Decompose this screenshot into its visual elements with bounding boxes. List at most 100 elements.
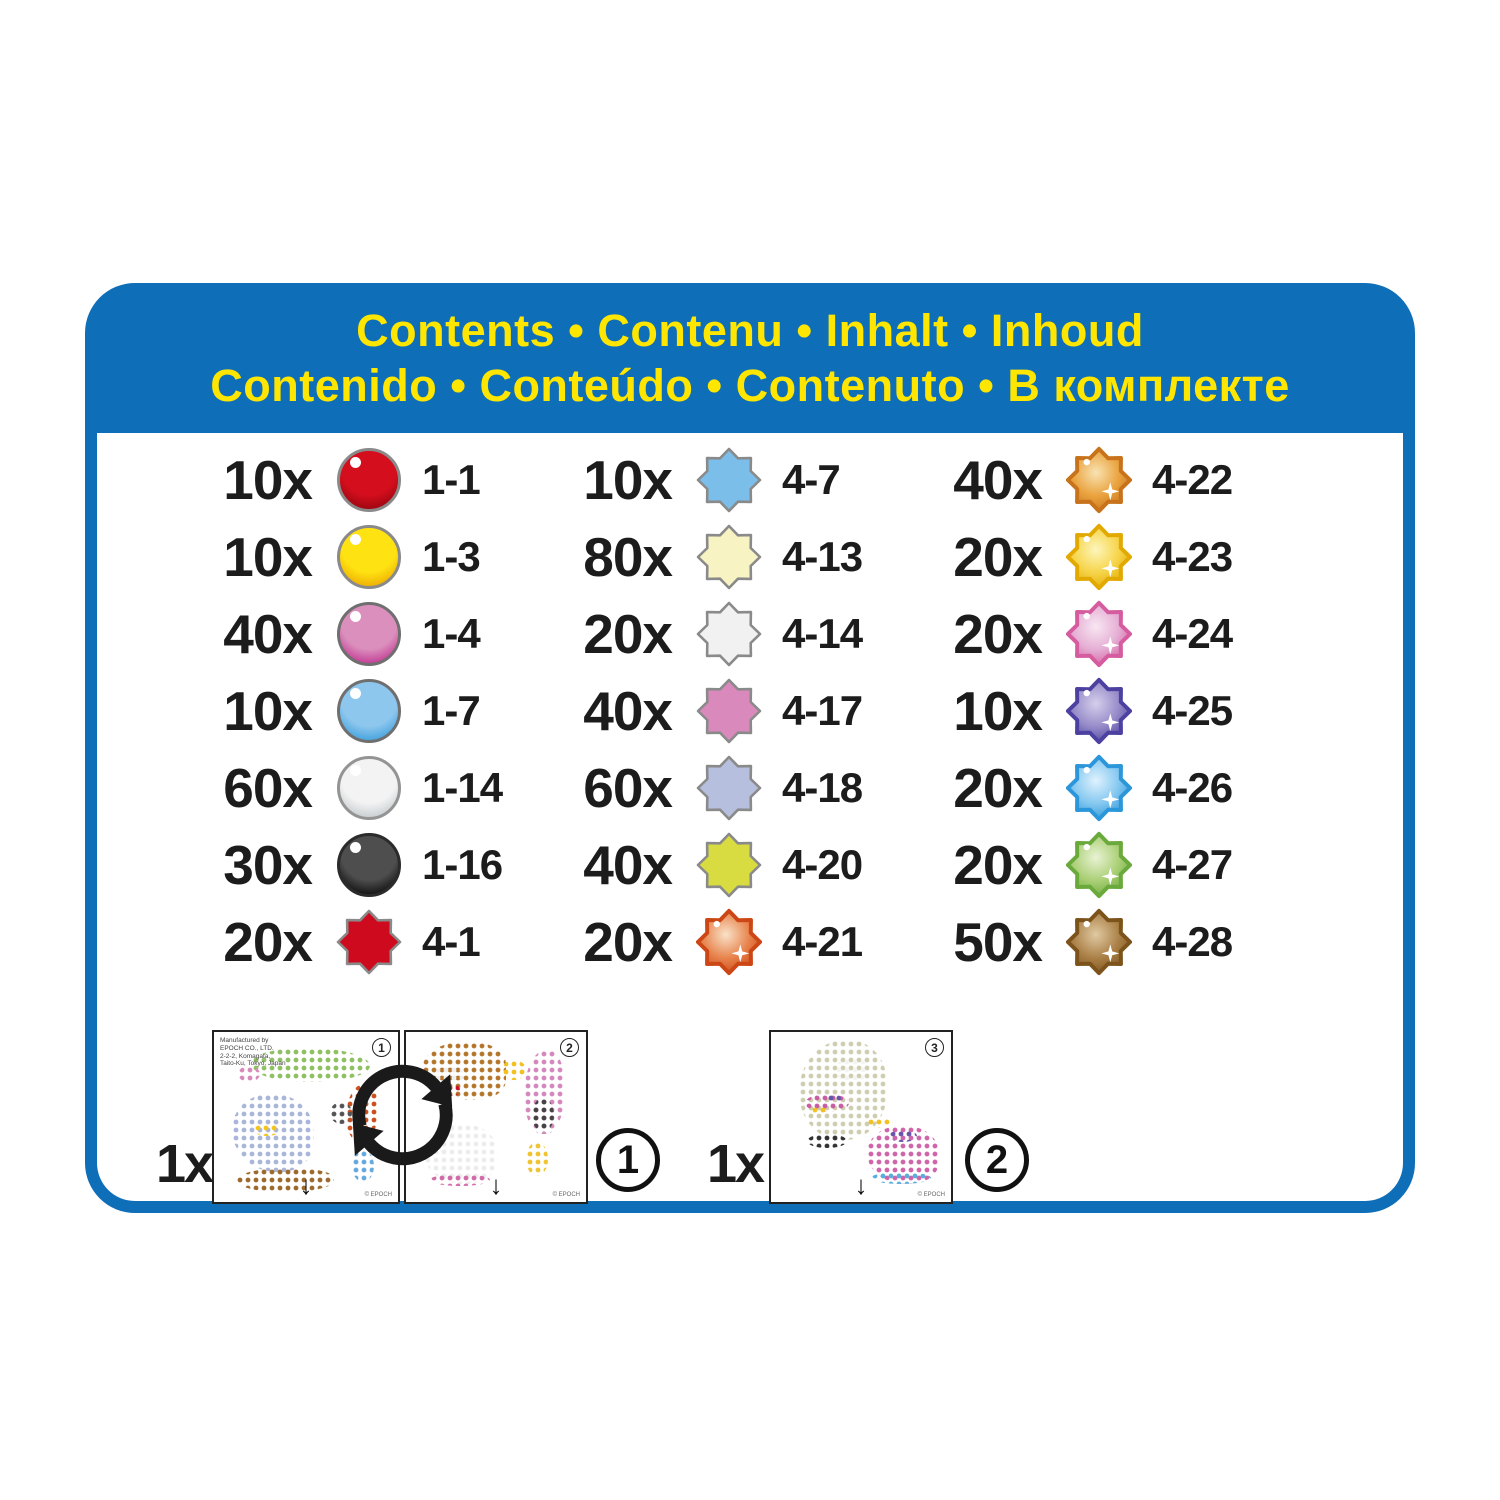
bead-code: 4-22 [1152,455,1233,503]
bead-row: 80x 4-13 [522,518,863,595]
bead-column-3: 40x 4-22 20x 4-23 20x [892,441,1233,980]
bead-code: 4-17 [782,686,863,734]
bead-count: 20x [953,525,1043,588]
bead-icon-jewel [1066,677,1132,744]
bead-icon-box [696,524,762,590]
bead-icon-jewel [1066,831,1132,898]
bead-code: 4-14 [782,609,863,657]
bead-icon-box [696,447,762,513]
bead-code: 4-20 [782,840,863,888]
bead-art-cluster [252,1048,370,1082]
panel-header: Contents • Contenu • Inhalt • Inhoud Con… [85,283,1415,433]
bead-icon-box [336,909,402,975]
bead-count: 10x [583,448,673,511]
bead-icon-box [1066,754,1132,821]
bead-count: 40x [583,679,673,742]
bead-row: 10x 4-7 [522,441,862,518]
bead-code: 1-4 [422,609,481,657]
bead-art-cluster [434,1066,464,1084]
bead-count: 20x [583,602,673,665]
bead-code: 1-3 [422,532,481,580]
sheet-corner-number: 2 [560,1038,579,1057]
bead-code: 4-25 [1152,686,1233,734]
bead-icon-box [696,755,762,821]
bead-icon-box [696,832,762,898]
bead-row: 20x 4-23 [892,518,1233,595]
bead-icon-star [336,909,402,974]
bead-icon-star [696,524,762,589]
bead-code: 1-14 [422,763,503,811]
bead-column-2: 10x 4-7 80x 4-13 20x 4-14 40x 4-17 60x 4-18 4… [522,441,863,980]
bead-code: 4-1 [422,917,481,965]
bead-row: 20x 4-21 [522,903,863,980]
bead-icon-box [1066,831,1132,898]
bead-row: 10x 1-1 [162,441,502,518]
bead-code: 4-21 [782,917,863,965]
bead-icon-jewel [1066,446,1132,513]
bead-code: 4-24 [1152,609,1233,657]
bead-icon-ball [337,832,401,897]
bead-art-cluster [236,1168,334,1192]
bead-art-cluster [238,1066,260,1082]
bead-art-cluster [430,1174,490,1186]
bead-icon-ball [337,524,401,589]
bead-icon-star [696,601,762,666]
bead-icon-box [1066,446,1132,513]
bead-row: 40x 4-17 [522,672,863,749]
bead-count: 10x [223,525,313,588]
bead-art-cluster [835,1058,869,1082]
bead-count: 60x [223,756,313,819]
bead-art-cluster [867,1118,893,1128]
bead-icon-jewel [1066,523,1132,590]
sheet-corner-number: 3 [925,1038,944,1057]
bead-row: 50x 4-28 [892,903,1233,980]
bead-art-cluster [871,1172,931,1184]
bead-icon-box [696,908,762,975]
bead-row: 40x 4-22 [892,441,1233,518]
bead-icon-box [336,524,402,590]
down-arrow-icon: ↓ [489,1170,503,1200]
bead-row: 20x 4-26 [892,749,1233,826]
contents-panel: Contents • Contenu • Inhalt • Inhoud Con… [85,283,1415,1213]
bead-art-cluster [889,1130,917,1142]
bead-code: 4-23 [1152,532,1233,580]
group-number-badge: 2 [965,1128,1029,1192]
bead-row: 60x 4-18 [522,749,863,826]
sheet-corner-number: 1 [372,1038,391,1057]
bead-art-cluster [254,1124,280,1136]
bead-code: 4-27 [1152,840,1233,888]
bead-code: 1-7 [422,686,481,734]
bead-count: 50x [953,910,1043,973]
copyright-text: © EPOCH [364,1192,392,1198]
bead-icon-star [696,678,762,743]
bead-row: 40x 1-4 [162,595,502,672]
bead-code: 4-18 [782,763,863,811]
bead-icon-box [336,678,402,744]
header-line-2: Contenido • Conteúdo • Contenuto • В ком… [210,360,1290,411]
bead-art-cluster [827,1094,841,1104]
bead-icon-box [1066,677,1132,744]
bead-row: 60x 1-14 [162,749,503,826]
bead-count: 10x [223,679,313,742]
bead-code: 4-28 [1152,917,1233,965]
bead-code: 4-13 [782,532,863,580]
bead-icon-box [1066,908,1132,975]
bead-row: 20x 4-1 [162,903,502,980]
bead-icon-ball [337,755,401,820]
bead-row: 20x 4-14 [522,595,863,672]
sheet-count-label: 1x [156,1134,214,1194]
down-arrow-icon: ↓ [299,1170,313,1200]
bead-row: 20x 4-24 [892,595,1233,672]
bead-icon-jewel [1066,600,1132,667]
bead-count: 20x [953,602,1043,665]
bead-row: 10x 4-25 [892,672,1233,749]
panel-body: 10x 1-1 10x 1-3 40x 1-4 10x 1-7 60x 1-14 30x … [97,433,1403,1204]
bead-icon-ball [337,678,401,743]
bead-icon-jewel [696,908,762,975]
bead-count: 40x [953,448,1043,511]
group-number-badge: 1 [596,1128,660,1192]
bead-icon-star [696,447,762,512]
bead-icon-ball [337,601,401,666]
bead-icon-box [336,601,402,667]
bead-icon-box [696,678,762,744]
